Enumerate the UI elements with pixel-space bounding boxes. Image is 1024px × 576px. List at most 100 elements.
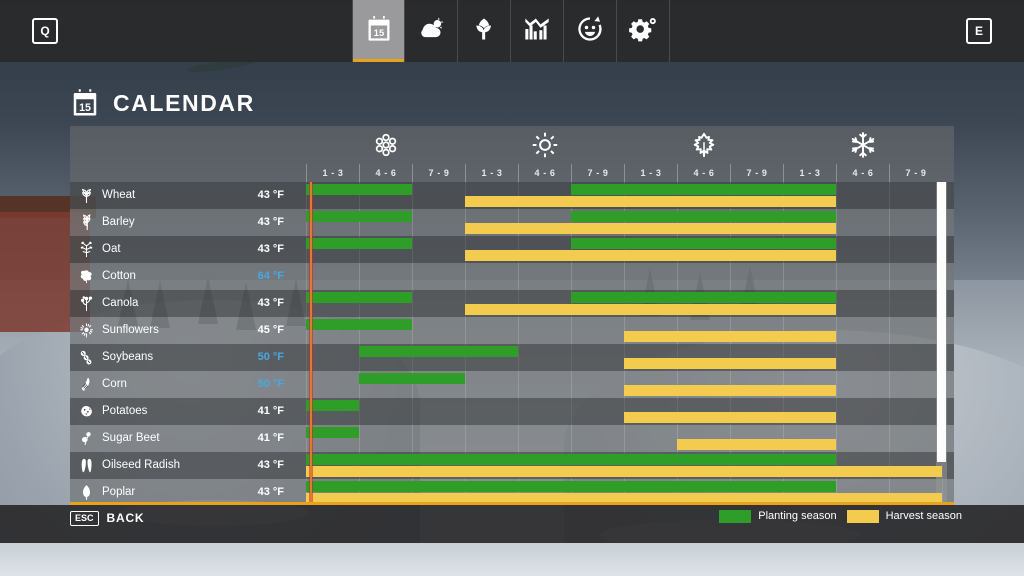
harvest-season-bar xyxy=(624,358,836,369)
chart-icon xyxy=(523,15,551,48)
crop-name: Oat xyxy=(102,243,121,255)
month-header-3: 7 - 9 xyxy=(412,164,465,182)
crop-name: Wheat xyxy=(102,189,136,201)
crop-name: Canola xyxy=(102,297,139,309)
crop-temperature: 45 °F xyxy=(257,324,284,336)
current-day-marker xyxy=(310,182,312,502)
harvest-season-bar xyxy=(465,250,836,261)
season-spring xyxy=(372,131,400,159)
gridline xyxy=(306,182,307,502)
key-hint-e[interactable]: E xyxy=(966,18,992,44)
potato-icon xyxy=(78,403,95,420)
season-header-row xyxy=(70,126,954,164)
harvest-season-bar xyxy=(306,493,942,502)
snowflake-icon xyxy=(849,131,877,159)
corn-icon xyxy=(78,376,95,393)
crop-temperature: 43 °F xyxy=(257,486,284,498)
tab-settings[interactable] xyxy=(617,0,670,62)
planting-color-swatch xyxy=(719,509,752,523)
crop-temperature: 41 °F xyxy=(257,405,284,417)
planting-season-bar xyxy=(571,238,836,249)
crop-row[interactable]: Corn 50 °F xyxy=(70,371,954,398)
oat-icon xyxy=(78,241,95,258)
key-e-label: E xyxy=(966,18,992,44)
planting-season-bar xyxy=(571,292,836,303)
gridline xyxy=(518,182,519,502)
tab-production[interactable] xyxy=(564,0,617,62)
month-header-4: 1 - 3 xyxy=(465,164,518,182)
key-hint-q[interactable]: Q xyxy=(32,18,58,44)
soybean-icon xyxy=(78,349,95,366)
harvest-season-bar xyxy=(465,196,836,207)
planting-season-bar xyxy=(306,481,836,492)
planting-season-bar xyxy=(306,238,412,249)
planting-season-bar xyxy=(306,400,359,411)
tab-statistics[interactable] xyxy=(511,0,564,62)
month-header-12: 7 - 9 xyxy=(889,164,942,182)
month-header-1: 1 - 3 xyxy=(306,164,359,182)
crop-name: Cotton xyxy=(102,270,136,282)
gridline xyxy=(836,182,837,502)
poplar-icon xyxy=(78,484,95,501)
harvest-season-bar xyxy=(306,466,942,477)
harvest-season-bar xyxy=(677,439,836,450)
gridline xyxy=(465,182,466,502)
month-header-9: 7 - 9 xyxy=(730,164,783,182)
gridline xyxy=(677,182,678,502)
planting-season-bar xyxy=(359,346,518,357)
crop-name: Potatoes xyxy=(102,405,148,417)
month-header-8: 4 - 6 xyxy=(677,164,730,182)
sprout-icon xyxy=(470,15,498,48)
crop-temperature: 43 °F xyxy=(257,189,284,201)
esc-key-label: ESC xyxy=(70,511,99,526)
tab-calendar[interactable]: 15 xyxy=(352,0,405,62)
calendar-icon: 15 xyxy=(70,88,100,118)
legend-item-harvest: Harvest season xyxy=(846,509,962,523)
wheat-icon xyxy=(78,187,95,204)
tab-growth[interactable] xyxy=(458,0,511,62)
planting-season-bar xyxy=(306,292,412,303)
month-header-6: 7 - 9 xyxy=(571,164,624,182)
crop-name: Barley xyxy=(102,216,135,228)
crop-name: Poplar xyxy=(102,486,136,498)
crop-temperature: 64 °F xyxy=(257,270,284,282)
legend-item-planting: Planting season xyxy=(719,509,837,523)
radish-icon xyxy=(78,457,95,474)
key-q-label: Q xyxy=(32,18,58,44)
harvest-season-bar xyxy=(624,412,836,423)
flower-icon xyxy=(372,131,400,159)
season-autumn xyxy=(690,131,718,159)
svg-text:15: 15 xyxy=(79,102,91,114)
back-button[interactable]: ESC BACK xyxy=(70,511,144,526)
planting-season-bar xyxy=(359,373,465,384)
calendar-icon: 15 xyxy=(365,15,393,48)
gear-icon xyxy=(629,15,657,48)
crop-temperature: 43 °F xyxy=(257,459,284,471)
gridline xyxy=(412,182,413,502)
season-summer xyxy=(531,131,559,159)
tab-weather[interactable] xyxy=(405,0,458,62)
planting-season-bar xyxy=(306,319,412,330)
planting-season-bar xyxy=(306,211,412,222)
harvest-season-bar xyxy=(465,304,836,315)
harvest-season-bar xyxy=(624,331,836,342)
crop-temperature: 50 °F xyxy=(257,378,284,390)
crop-temperature: 43 °F xyxy=(257,297,284,309)
weather-icon xyxy=(417,15,445,48)
harvest-color-swatch xyxy=(846,509,879,523)
planting-season-bar xyxy=(571,184,836,195)
crop-row[interactable]: Cotton 64 °F xyxy=(70,263,954,290)
back-button-label: BACK xyxy=(106,511,145,526)
crop-temperature: 43 °F xyxy=(257,243,284,255)
planting-legend-label: Planting season xyxy=(758,510,837,522)
gridline xyxy=(624,182,625,502)
scrollbar-thumb[interactable] xyxy=(937,182,946,462)
crop-name: Sunflowers xyxy=(102,324,159,336)
crop-name: Corn xyxy=(102,378,127,390)
crop-rows-container: Wheat 43 °F Barley 43 °F Oat 43 °F Cotton 64 °F… xyxy=(70,182,954,502)
planting-season-bar xyxy=(571,211,836,222)
crop-name: Sugar Beet xyxy=(102,432,160,444)
planting-season-bar xyxy=(306,427,359,438)
